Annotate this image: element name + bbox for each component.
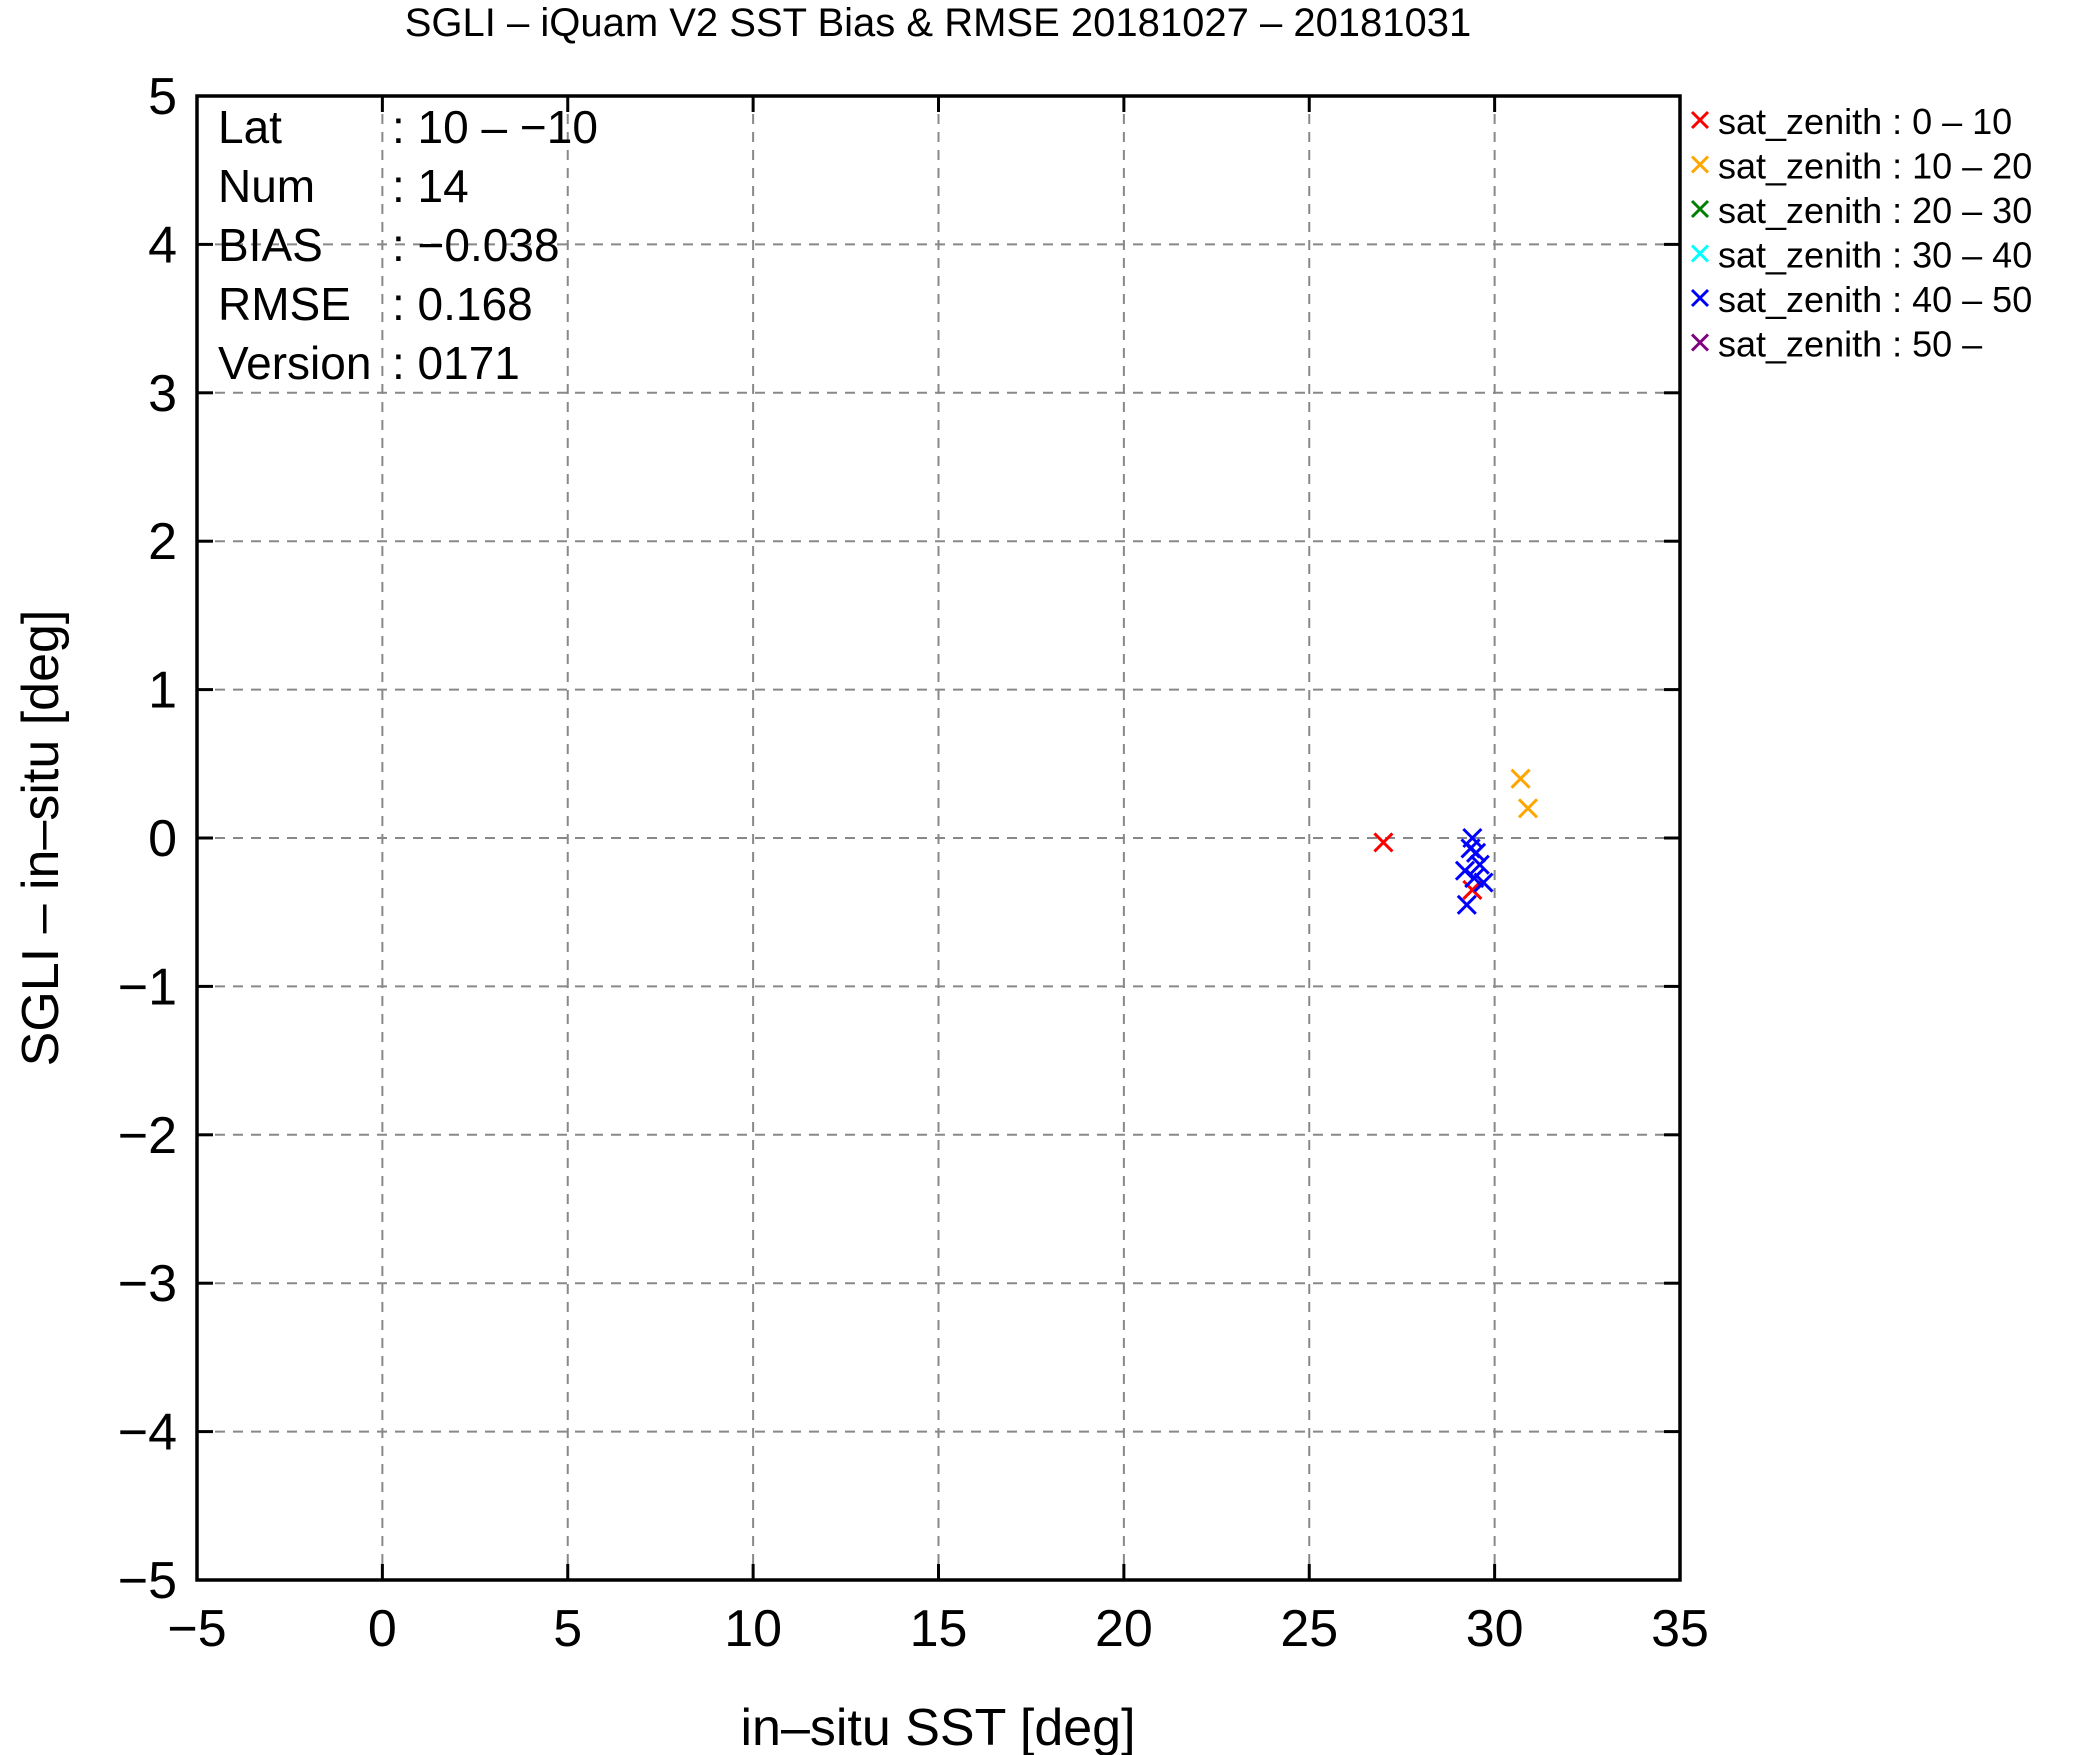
x-tick-label: 30 xyxy=(1466,1600,1524,1658)
data-point-stroke xyxy=(1373,832,1394,853)
y-tick-label: 3 xyxy=(148,365,177,423)
stats-label: Version xyxy=(218,337,371,389)
data-point-stroke xyxy=(1469,854,1490,875)
stats-label: RMSE xyxy=(218,278,351,330)
legend-marker xyxy=(1690,155,1710,174)
x-tick-label: 35 xyxy=(1651,1600,1709,1658)
stats-value: : 10 – −10 xyxy=(392,101,598,153)
legend-entry: sat_zenith : 10 – 20 xyxy=(1690,146,2032,187)
legend-entry: sat_zenith : 30 – 40 xyxy=(1690,235,2032,276)
legend-marker xyxy=(1690,333,1710,352)
y-tick-labels: −5 −4 −3 −2 −1 0 1 2 3 4 5 xyxy=(118,68,177,1610)
chart-title: SGLI – iQuam V2 SST Bias & RMSE 20181027… xyxy=(405,1,1472,45)
y-tick-label: 5 xyxy=(148,68,177,126)
x-tick-label: 10 xyxy=(724,1600,782,1658)
legend-marker xyxy=(1690,244,1710,263)
legend-label: sat_zenith : 20 – 30 xyxy=(1718,190,2032,231)
legend-label: sat_zenith : 50 – xyxy=(1718,324,1982,365)
data-point xyxy=(1510,768,1531,789)
y-tick-label: 2 xyxy=(148,513,177,571)
legend-label: sat_zenith : 30 – 40 xyxy=(1718,235,2032,276)
x-tick-labels: −5 0 5 10 15 20 25 30 35 xyxy=(167,1600,1709,1658)
grid-lines xyxy=(197,96,1680,1580)
y-axis-label: SGLI – in–situ [deg] xyxy=(12,610,70,1067)
stats-value: : 0.168 xyxy=(392,278,533,330)
y-tick-label: −3 xyxy=(118,1255,177,1313)
legend-marker xyxy=(1690,288,1710,308)
scatter-points xyxy=(1373,768,1539,915)
stats-box: Lat : 10 – −10 Num : 14 BIAS : −0.038 RMSE : 0.… xyxy=(218,101,598,389)
data-point-stroke xyxy=(1464,868,1485,889)
legend-entry: sat_zenith : 40 – 50 xyxy=(1690,279,2032,320)
y-tick-label: −4 xyxy=(118,1404,177,1462)
y-tick-label: −5 xyxy=(118,1552,177,1610)
x-tick-label: 5 xyxy=(553,1600,582,1658)
data-point-stroke xyxy=(1510,768,1531,789)
y-tick-label: 4 xyxy=(148,216,177,274)
data-point xyxy=(1469,854,1490,875)
x-tick-label: 15 xyxy=(910,1600,968,1658)
x-tick-label: 0 xyxy=(368,1600,397,1658)
stats-value: : 14 xyxy=(392,160,469,212)
legend-label: sat_zenith : 10 – 20 xyxy=(1718,146,2032,187)
stats-value: : −0.038 xyxy=(392,219,560,271)
data-point xyxy=(1456,894,1477,915)
legend-entry: sat_zenith : 20 – 30 xyxy=(1690,190,2032,231)
y-tick-label: 0 xyxy=(148,810,177,868)
y-tick-label: −2 xyxy=(118,1107,177,1165)
stats-label: Lat xyxy=(218,101,282,153)
stats-value: : 0171 xyxy=(392,337,520,389)
y-tick-label: −1 xyxy=(118,958,177,1016)
data-point-stroke xyxy=(1466,842,1487,863)
legend-marker xyxy=(1690,199,1710,219)
data-point xyxy=(1473,872,1494,893)
data-point-stroke xyxy=(1456,894,1477,915)
data-point xyxy=(1466,842,1487,863)
legend-entry: sat_zenith : 0 – 10 xyxy=(1690,101,2012,142)
stats-label: BIAS xyxy=(218,219,323,271)
y-tick-label: 1 xyxy=(148,662,177,720)
x-axis-label: in–situ SST [deg] xyxy=(740,1699,1135,1755)
x-tick-label: 25 xyxy=(1280,1600,1338,1658)
stats-label: Num xyxy=(218,160,315,212)
data-point-stroke xyxy=(1473,872,1494,893)
plot-frame xyxy=(195,94,1682,1582)
x-tick-label: −5 xyxy=(167,1600,226,1658)
legend-label: sat_zenith : 40 – 50 xyxy=(1718,279,2032,320)
data-point-stroke xyxy=(1517,798,1539,819)
legend-entry: sat_zenith : 50 – xyxy=(1690,324,1982,365)
legend-marker xyxy=(1690,110,1710,130)
data-point xyxy=(1373,832,1394,853)
legend-label: sat_zenith : 0 – 10 xyxy=(1718,101,2012,142)
x-tick-label: 20 xyxy=(1095,1600,1153,1658)
data-point xyxy=(1517,798,1539,819)
